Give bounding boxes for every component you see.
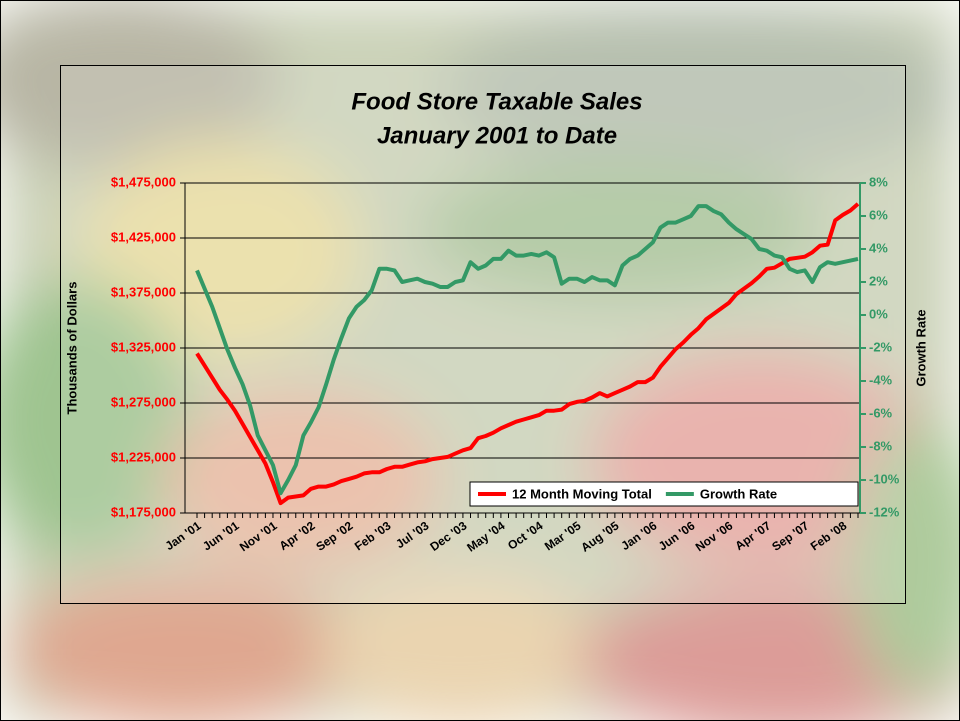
y2-tick-label: -12% <box>869 504 900 519</box>
y2-tick-label: 4% <box>869 240 888 255</box>
y2-tick-label: 6% <box>869 207 888 222</box>
y2-tick-label: -6% <box>869 405 893 420</box>
y-tick-label: $1,275,000 <box>111 394 176 409</box>
legend-label: 12 Month Moving Total <box>512 486 652 501</box>
y-tick-label: $1,175,000 <box>111 504 176 519</box>
chart-subtitle: January 2001 to Date <box>377 122 617 149</box>
y-tick-label: $1,425,000 <box>111 229 176 244</box>
series-line <box>195 204 859 496</box>
y2-tick-label: 0% <box>869 306 888 321</box>
y-tick-label: $1,225,000 <box>111 449 176 464</box>
y2-tick-label: -10% <box>869 471 900 486</box>
y2-tick-label: 2% <box>869 273 888 288</box>
chart-frame <box>60 65 906 604</box>
legend-box <box>469 481 859 507</box>
chart-title: Food Store Taxable Sales <box>351 88 642 115</box>
y2-axis-title: Growth Rate <box>913 309 928 386</box>
y-tick-label: $1,475,000 <box>111 174 176 189</box>
y-tick-label: $1,325,000 <box>111 339 176 354</box>
y-axis-title: Thousands of Dollars <box>64 282 79 415</box>
y-tick-label: $1,375,000 <box>111 284 176 299</box>
y2-tick-label: 8% <box>869 174 888 189</box>
series-line <box>195 202 860 506</box>
y2-tick-label: -8% <box>869 438 893 453</box>
y2-tick-label: -2% <box>869 339 893 354</box>
legend-label: Growth Rate <box>700 486 777 501</box>
y2-tick-label: -4% <box>869 372 893 387</box>
